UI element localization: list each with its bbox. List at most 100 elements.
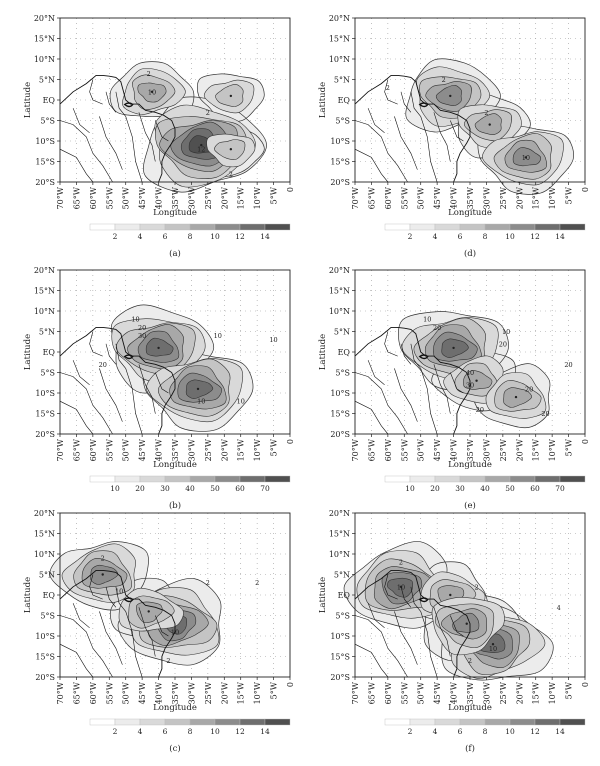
panel-label: (a) xyxy=(169,248,181,259)
contour-level xyxy=(474,113,502,136)
lon-tick-label: 5°W xyxy=(565,681,574,699)
lat-tick-label: 5°S xyxy=(40,117,55,126)
marajo-island xyxy=(123,354,134,360)
legend-tick-label: 4 xyxy=(138,232,143,241)
panel-c-map: 2 10 10 2 2 2 20°N 15°N 10°N 5°N EQ 5°S 10°S 15°S 20°S… xyxy=(23,509,295,754)
lon-tick-label: 40°W xyxy=(450,681,459,704)
contour-label: 10 xyxy=(397,583,405,591)
lon-tick-label: 45°W xyxy=(138,438,147,461)
legend-tick-label: 10 xyxy=(210,232,220,241)
lon-tick-label: 40°W xyxy=(155,186,164,209)
lon-tick-label: 50°W xyxy=(122,186,131,209)
lon-tick-label: 35°W xyxy=(171,438,180,461)
contour-label: 20 xyxy=(541,410,549,418)
legend-tick-label: 2 xyxy=(113,232,118,241)
lon-tick-label: 20°W xyxy=(515,681,524,704)
lat-tick-label: 15°S xyxy=(35,158,55,167)
lon-tick-label: 5°W xyxy=(565,186,574,204)
lon-tick-label: 65°W xyxy=(367,438,376,461)
x-axis-label: Longitude xyxy=(448,703,492,713)
contour-label: 20 xyxy=(499,340,507,348)
lon-tick-label: 0 xyxy=(581,682,590,687)
contour-label: 10 xyxy=(214,332,222,340)
contour-label: 2 xyxy=(206,579,210,587)
panel-d-map: 2 10 2 2 20°N 15°N 10°N 5°N EQ 5°S 10°S 15°S 20°S70°… xyxy=(318,14,590,259)
contour-level xyxy=(185,379,214,400)
contour-label: 10 xyxy=(197,398,205,406)
contour-label: 2 xyxy=(399,559,403,567)
lat-tick-label: 20°S xyxy=(35,430,55,439)
lat-tick-label: 10°S xyxy=(330,632,350,641)
contour-label: 2 xyxy=(468,657,472,665)
lon-tick-label: 45°W xyxy=(433,681,442,704)
legend-tick-label: 12 xyxy=(530,727,540,736)
panel-e: 10 20 20 10 40 30 20 20 20 20 20°N 15°N 10°N 5°N EQ 5°S… xyxy=(315,262,595,512)
lat-tick-label: 15°S xyxy=(35,410,55,419)
coastline xyxy=(59,569,176,678)
contour-level xyxy=(387,577,414,598)
lon-tick-label: 50°W xyxy=(417,186,426,209)
panel-e-map: 1020201040302020202020°N15°N10°N5°NEQ5°S… xyxy=(318,266,590,511)
lon-tick-label: 15°W xyxy=(532,186,541,209)
lon-tick-label: 25°W xyxy=(204,681,213,704)
maximum-point xyxy=(491,643,495,646)
legend-tick-label: 14 xyxy=(260,727,270,736)
lon-tick-label: 65°W xyxy=(72,186,81,209)
lon-tick-label: 50°W xyxy=(417,681,426,704)
color-bar: 2 4 6 8 10 12 14 xyxy=(89,223,291,241)
panel-a: 2 10 12 2 2 20°N 15°N 10°N 5°N EQ 5°S 10°S 15°S 20°S 7… xyxy=(20,10,300,260)
precipitation-field xyxy=(49,541,222,666)
lon-tick-label: 45°W xyxy=(433,186,442,209)
contour-labels: 2 10 2 2 xyxy=(386,76,530,162)
contour-label: 20 xyxy=(99,361,107,369)
coastline xyxy=(354,569,471,678)
maximum-point xyxy=(452,346,455,350)
lon-tick-label: 30°W xyxy=(482,438,491,461)
lon-tick-label: 55°W xyxy=(400,438,409,461)
lon-tick-label: 15°W xyxy=(237,438,246,461)
lon-tick-label: 10°W xyxy=(253,438,262,461)
legend-tick-label: 8 xyxy=(188,232,193,241)
lon-tick-label: 10°W xyxy=(253,186,262,209)
lon-tick-label: 30°W xyxy=(482,186,491,209)
legend-tick-label: 70 xyxy=(555,484,565,493)
maximum-point xyxy=(465,622,468,625)
lon-tick-label: 70°W xyxy=(351,438,360,461)
lat-tick-label: EQ xyxy=(338,591,351,600)
lat-tick-label: 20°S xyxy=(330,673,350,682)
lon-tick-label: 40°W xyxy=(450,438,459,461)
lon-tick-label: 25°W xyxy=(499,681,508,704)
contour-level xyxy=(463,370,493,390)
lon-tick-label: 55°W xyxy=(105,681,114,704)
panel-c: 2 10 10 2 2 2 20°N 15°N 10°N 5°N EQ 5°S 10°S 15°S 20°S… xyxy=(20,505,300,760)
contour-labels: 2 10 10 2 4 2 xyxy=(397,559,561,665)
contour-label: 30 xyxy=(466,381,474,389)
coastline xyxy=(354,326,471,435)
contour-label: 2 xyxy=(484,109,488,117)
contour-label: 20 xyxy=(138,324,146,332)
contour-label: 10 xyxy=(131,316,139,324)
precipitation-field xyxy=(343,541,554,681)
legend-tick-label: 50 xyxy=(210,484,220,493)
x-axis-label: Longitude xyxy=(153,703,197,713)
lat-tick-label: 10°S xyxy=(35,389,55,398)
panel-b: 10 20 30 10 10 20 10 10 20°N 15°N 10°N 5°N EQ 5°S 10°S… xyxy=(20,262,300,512)
lat-tick-label: 15°N xyxy=(329,530,350,539)
legend-tick-label: 4 xyxy=(433,232,438,241)
lon-tick-label: 15°W xyxy=(237,681,246,704)
lon-tick-label: 55°W xyxy=(105,438,114,461)
lon-tick-label: 25°W xyxy=(204,186,213,209)
maximum-point xyxy=(147,610,150,613)
legend-tick-label: 2 xyxy=(408,727,413,736)
lat-tick-label: 20°S xyxy=(330,178,350,187)
contour-label: 2 xyxy=(255,579,259,587)
lat-tick-label: 15°S xyxy=(330,653,350,662)
panel-label: (d) xyxy=(464,248,476,259)
lon-tick-label: 45°W xyxy=(138,186,147,209)
maximum-point xyxy=(475,379,478,382)
panel-label: (b) xyxy=(169,500,181,511)
legend-tick-label: 4 xyxy=(138,727,143,736)
legend-tick-label: 14 xyxy=(555,727,565,736)
